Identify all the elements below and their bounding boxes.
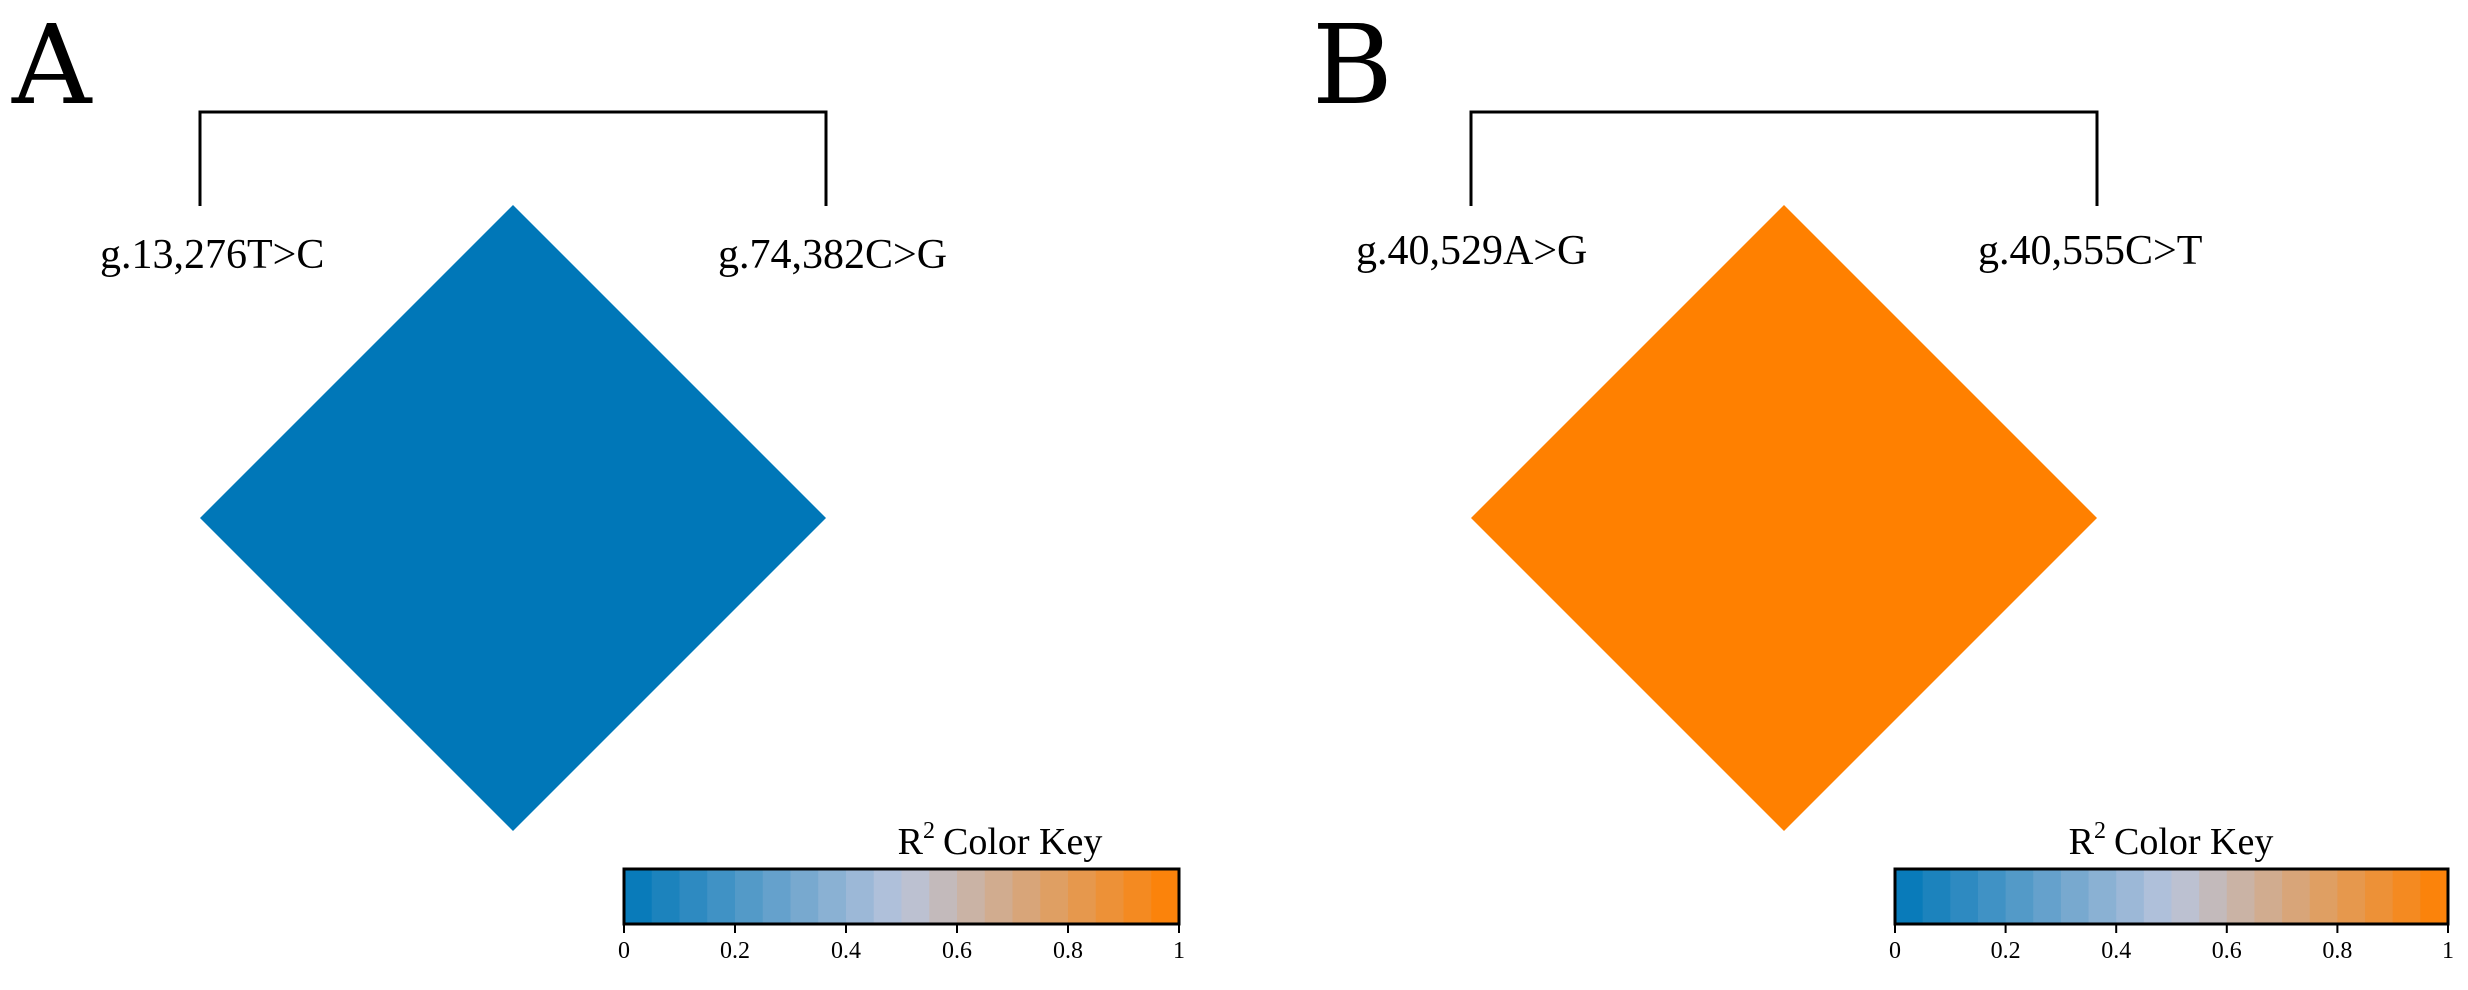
color-key-step [984,869,1014,924]
color-key-step [2254,869,2283,924]
snp-label-b-2: g.40,555C>T [1978,228,2202,274]
color-key-step [2309,869,2338,924]
color-key-step [2199,869,2228,924]
color-key-step [929,869,958,924]
color-key-tick-label-a-4: 0.8 [1053,938,1083,964]
color-key-tick-label-b-5: 1 [2442,938,2454,964]
color-key-step [2282,869,2311,924]
color-key-tick-label-b-1: 0.2 [1991,938,2021,964]
color-key-step [1922,869,1951,924]
panel-letter-a: A [11,1,93,129]
snp-label-b-1: g.40,529A>G [1356,228,1587,274]
color-key-tick-label-a-0: 0 [618,938,630,964]
color-key-step [2171,869,2200,924]
color-key-step [2116,869,2145,924]
color-key-title-b: R2 Color Key [2069,818,2274,863]
snp-bracket-b [1469,110,2099,206]
color-key-gradient-a [624,869,1180,924]
snp-label-a-1: g.13,276T>C [100,232,324,278]
color-key-frame-b [1893,867,2450,926]
color-key-step [1977,869,2007,924]
color-key-step [2226,869,2256,924]
color-key-step [762,869,792,924]
color-key-step [2060,869,2090,924]
color-key-tick-label-b-2: 0.4 [2101,938,2131,964]
color-key-title-a: R2 Color Key [898,818,1103,863]
color-key-step [873,869,903,924]
color-key-step [2420,869,2449,924]
panel-letter-b: B [1312,1,1393,129]
color-key-step [846,869,875,924]
color-key-step [1895,869,1924,924]
color-key-step [1950,869,1979,924]
color-key-step [2337,869,2366,924]
color-key-step [679,869,708,924]
color-key-step [790,869,819,924]
color-key-step [2392,869,2421,924]
color-key-step [1123,869,1152,924]
color-key-step [651,869,681,924]
color-key-step [735,869,764,924]
color-key-step [2088,869,2117,924]
color-key-ticks-b: 0 0.2 0.4 0.6 0.8 1 [1889,924,2454,964]
color-key-tick-label-b-3: 0.6 [2212,938,2242,964]
ld-cell-b [1471,205,2097,831]
color-key-tick-label-a-2: 0.4 [831,938,861,964]
color-key-tick-label-a-5: 1 [1173,938,1185,964]
color-key-step [1068,869,1097,924]
snp-bracket-a [198,110,828,206]
color-key-a: R2 Color Key 0 0.2 0.4 0.6 0.8 1 [618,818,1185,964]
color-key-step [2365,869,2394,924]
color-key-step [2033,869,2062,924]
color-key-tick-label-a-1: 0.2 [720,938,750,964]
snp-label-a-2: g.74,382C>G [718,232,947,278]
color-key-gradient-b [1895,869,2449,924]
color-key-step [1012,869,1041,924]
color-key-step [1040,869,1069,924]
ld-cell-a [200,205,826,831]
color-key-frame-a [622,867,1181,926]
color-key-step [2143,869,2173,924]
color-key-step [1151,869,1180,924]
color-key-step [901,869,930,924]
color-key-tick-label-b-0: 0 [1889,938,1901,964]
color-key-step [2005,869,2034,924]
color-key-ticks-a: 0 0.2 0.4 0.6 0.8 1 [618,924,1185,964]
color-key-step [624,869,653,924]
color-key-tick-label-b-4: 0.8 [2322,938,2352,964]
color-key-b: R2 Color Key 0 0.2 0.4 0.6 0.8 1 [1889,818,2454,964]
color-key-step [957,869,986,924]
color-key-step [707,869,736,924]
color-key-step [1095,869,1125,924]
color-key-tick-label-a-3: 0.6 [942,938,972,964]
color-key-step [818,869,847,924]
